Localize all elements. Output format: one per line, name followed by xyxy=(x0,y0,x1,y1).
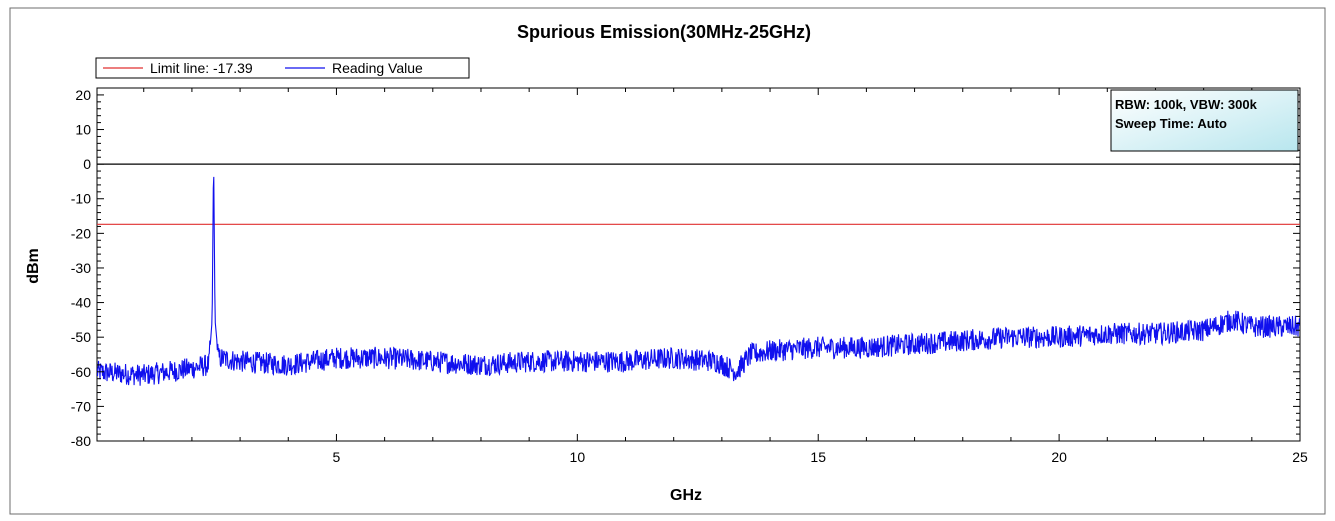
y-tick-label: 10 xyxy=(75,122,91,138)
plot-area xyxy=(96,87,1301,442)
y-tick-label: -10 xyxy=(71,191,91,207)
legend-limit-label: Limit line: -17.39 xyxy=(150,60,253,76)
y-tick-label: 0 xyxy=(83,156,91,172)
x-tick-label: 25 xyxy=(1292,449,1308,465)
data-layer xyxy=(97,153,1300,386)
axes-layer: 5 10 15 20 25 20 10 0 -10 -20 -30 -40 -50 -60 -70 -80 xyxy=(71,87,1308,465)
y-tick-label: -70 xyxy=(71,398,91,414)
annotation-line-2: Sweep Time: Auto xyxy=(1115,116,1227,131)
x-tick-label: 5 xyxy=(333,449,341,465)
y-axis-label: dBm xyxy=(25,248,42,284)
y-tick-label: 20 xyxy=(75,87,91,103)
legend: Limit line: -17.39 Reading Value xyxy=(95,57,470,79)
y-tick-label: -50 xyxy=(71,329,91,345)
x-tick-label: 15 xyxy=(810,449,826,465)
y-tick-label: -20 xyxy=(71,225,91,241)
x-tick-label: 10 xyxy=(570,449,586,465)
annotation-line-1: RBW: 100k, VBW: 300k xyxy=(1115,97,1258,112)
series-reading-value xyxy=(97,176,1300,386)
legend-reading-label: Reading Value xyxy=(332,60,423,76)
y-tick-label: -80 xyxy=(71,433,91,449)
chart-title: Spurious Emission(30MHz-25GHz) xyxy=(517,22,811,42)
annotation-box xyxy=(1110,89,1299,152)
y-tick-label: -30 xyxy=(71,260,91,276)
x-axis-label: GHz xyxy=(670,487,702,504)
y-tick-label: -60 xyxy=(71,364,91,380)
y-tick-label: -40 xyxy=(71,295,91,311)
legend-box xyxy=(95,57,470,79)
settings-annotation: RBW: 100k, VBW: 300k Sweep Time: Auto xyxy=(1110,89,1299,152)
x-tick-label: 20 xyxy=(1051,449,1067,465)
